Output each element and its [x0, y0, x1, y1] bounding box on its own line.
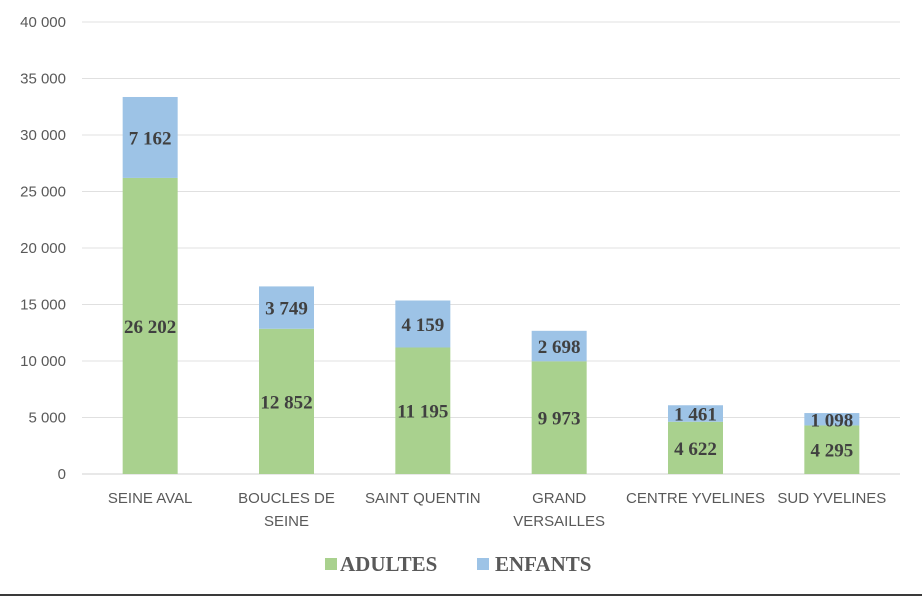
data-label-adultes: 26 202	[124, 317, 176, 338]
bar-enfants	[531, 330, 587, 362]
legend-label-adultes: ADULTES	[340, 552, 437, 576]
legend-swatch-enfants	[477, 558, 489, 570]
legend: ADULTES ENFANTS	[325, 552, 591, 576]
y-tick-label: 30 000	[20, 127, 66, 144]
bar-enfants	[804, 413, 860, 426]
data-label-enfants: 3 749	[265, 299, 308, 320]
bar-adultes	[804, 425, 860, 474]
bar-adultes	[668, 421, 723, 474]
y-tick-label: 15 000	[20, 297, 66, 314]
data-label-adultes: 4 295	[810, 441, 853, 462]
bar-enfants	[395, 300, 451, 348]
legend-swatch-adultes	[325, 558, 337, 570]
x-tick-label: SAINT QUENTIN	[365, 490, 481, 507]
y-tick-label: 20 000	[20, 240, 66, 257]
x-tick-label: SEINE	[264, 513, 309, 530]
data-labels: 26 202 7 162 12 852 3 749 11 195 4 159 9 973 2 …	[124, 128, 853, 461]
data-label-adultes: 11 195	[397, 402, 448, 423]
data-label-adultes: 12 852	[260, 392, 312, 413]
bar-enfants	[259, 286, 314, 329]
bar-adultes	[122, 177, 178, 474]
y-tick-label: 40 000	[20, 14, 66, 31]
data-label-adultes: 9 973	[538, 409, 581, 430]
bar-adultes	[259, 328, 314, 474]
y-tick-label: 35 000	[20, 71, 66, 88]
x-tick-label: CENTRE YVELINES	[626, 490, 765, 507]
data-label-enfants: 4 159	[401, 315, 444, 336]
y-tick-label: 0	[58, 466, 66, 483]
legend-label-enfants: ENFANTS	[495, 552, 591, 576]
y-tick-label: 10 000	[20, 353, 66, 370]
data-label-enfants: 1 461	[674, 405, 717, 426]
x-axis: SEINE AVAL BOUCLES DE SEINE SAINT QUENTIN GR…	[108, 490, 886, 530]
x-tick-label: SUD YVELINES	[777, 490, 886, 507]
gridlines	[82, 21, 900, 475]
x-tick-label: BOUCLES DE	[238, 490, 335, 507]
bar-adultes	[531, 361, 587, 474]
bars	[122, 96, 860, 474]
y-tick-label: 25 000	[20, 184, 66, 201]
bar-enfants	[122, 96, 178, 178]
bar-enfants	[668, 405, 723, 422]
data-label-adultes: 4 622	[674, 439, 717, 460]
y-tick-label: 5 000	[28, 410, 66, 427]
x-tick-label: VERSAILLES	[513, 513, 605, 530]
bottom-border	[0, 594, 922, 596]
data-label-enfants: 1 098	[810, 410, 853, 431]
data-label-enfants: 2 698	[538, 337, 581, 358]
bar-adultes	[395, 347, 451, 474]
data-label-enfants: 7 162	[129, 128, 172, 149]
x-tick-label: GRAND	[532, 490, 586, 507]
x-tick-label: SEINE AVAL	[108, 490, 193, 507]
y-axis: 0 5 000 10 000 15 000 20 000 25 000 30 000 35 0…	[20, 14, 66, 483]
